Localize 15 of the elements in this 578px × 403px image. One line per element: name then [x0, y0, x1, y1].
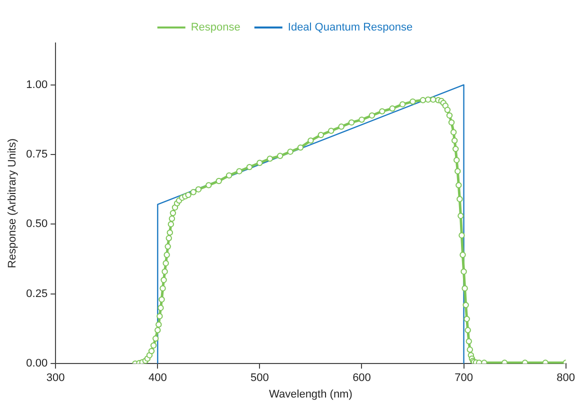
x-tick-label: 300: [46, 372, 65, 384]
x-tick-label: 400: [148, 372, 167, 384]
x-tick-label: 700: [454, 372, 473, 384]
legend-label: Ideal Quantum Response: [288, 22, 413, 34]
x-tick-label: 600: [352, 372, 371, 384]
x-axis-title: Wavelength (nm): [269, 388, 352, 400]
legend-label: Response: [190, 22, 240, 34]
y-tick-label: 1.00: [26, 78, 48, 91]
x-tick-label: 500: [250, 372, 269, 384]
x-tick-label: 800: [556, 372, 576, 384]
y-tick-label: 0.25: [26, 288, 48, 300]
y-tick-label: 0.75: [26, 148, 48, 161]
y-tick-label: 0.00: [26, 358, 48, 370]
y-tick-label: 0.50: [26, 218, 48, 230]
y-axis-title: Response (Arbitrary Units): [6, 138, 19, 268]
